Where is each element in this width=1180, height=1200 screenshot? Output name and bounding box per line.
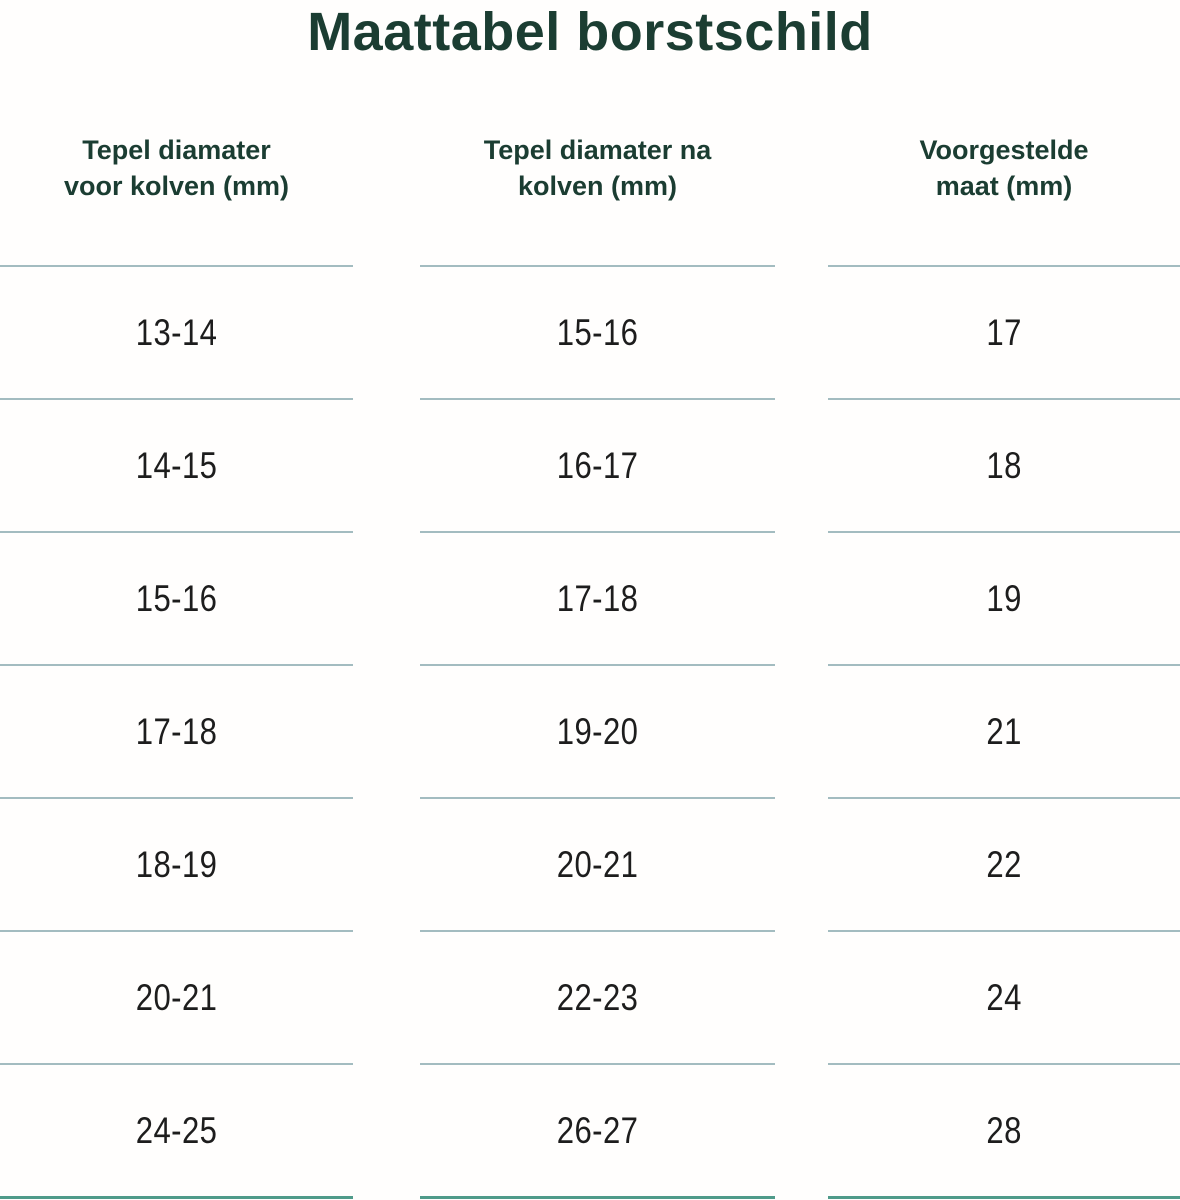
cell-value: 19-20 [556,710,639,752]
divider-segment [0,1196,353,1200]
header-line-2: voor kolven (mm) [63,171,290,201]
table-cell: 26-27 [420,1063,775,1196]
header-line-1: Tepel diamater na [483,135,712,165]
table-cell: 13-14 [0,265,353,398]
table-cell: 21 [828,664,1180,797]
cell-value: 17 [986,311,1022,353]
table-cell: 20-21 [0,930,353,1063]
column-header-suggested-size: Voorgestelde maat (mm) [828,132,1180,204]
cell-value: 21 [986,710,1022,752]
table-cell: 19-20 [420,664,775,797]
table-cell: 19 [828,531,1180,664]
table-cell: 17 [828,265,1180,398]
cell-value: 22 [986,843,1022,885]
table-cell: 22 [828,797,1180,930]
cell-value: 19 [986,577,1022,619]
header-line-1: Voorgestelde [919,135,1089,165]
cell-value: 18 [986,444,1022,486]
cell-value: 26-27 [556,1109,639,1151]
cell-value: 18-19 [135,843,218,885]
divider-segment [420,1196,775,1200]
table-cell: 15-16 [420,265,775,398]
table-cell: 15-16 [0,531,353,664]
divider-segment [828,1196,1180,1200]
table-header-row: Tepel diamater voor kolven (mm) Tepel di… [0,132,1180,204]
cell-value: 28 [986,1109,1022,1151]
table-bottom-divider [0,1196,1180,1200]
table-cell: 16-17 [420,398,775,531]
column-header-after-pumping: Tepel diamater na kolven (mm) [420,132,775,204]
cell-value: 15-16 [135,577,218,619]
table-row: 15-16 17-18 19 [0,531,1180,664]
table-cell: 24-25 [0,1063,353,1196]
table-cell: 18 [828,398,1180,531]
cell-value: 14-15 [135,444,218,486]
page-title: Maattabel borstschild [307,2,873,62]
header-line-2: maat (mm) [935,171,1073,201]
table-body: 13-14 15-16 17 14-15 16-17 18 15-16 17-1… [0,265,1180,1200]
table-cell: 17-18 [0,664,353,797]
cell-value: 13-14 [135,311,218,353]
cell-value: 16-17 [556,444,639,486]
table-cell: 24 [828,930,1180,1063]
cell-value: 24 [986,976,1022,1018]
table-row: 18-19 20-21 22 [0,797,1180,930]
table-cell: 22-23 [420,930,775,1063]
table-cell: 17-18 [420,531,775,664]
table-cell: 18-19 [0,797,353,930]
table-row: 20-21 22-23 24 [0,930,1180,1063]
table-cell: 28 [828,1063,1180,1196]
cell-value: 20-21 [135,976,218,1018]
cell-value: 17-18 [135,710,218,752]
column-header-before-pumping: Tepel diamater voor kolven (mm) [0,132,353,204]
table-cell: 20-21 [420,797,775,930]
table-row: 14-15 16-17 18 [0,398,1180,531]
cell-value: 24-25 [135,1109,218,1151]
header-line-2: kolven (mm) [517,171,678,201]
table-row: 13-14 15-16 17 [0,265,1180,398]
header-line-1: Tepel diamater [82,135,271,165]
table-row: 24-25 26-27 28 [0,1063,1180,1196]
table-row: 17-18 19-20 21 [0,664,1180,797]
cell-value: 22-23 [556,976,639,1018]
cell-value: 20-21 [556,843,639,885]
cell-value: 15-16 [556,311,639,353]
cell-value: 17-18 [556,577,639,619]
table-cell: 14-15 [0,398,353,531]
